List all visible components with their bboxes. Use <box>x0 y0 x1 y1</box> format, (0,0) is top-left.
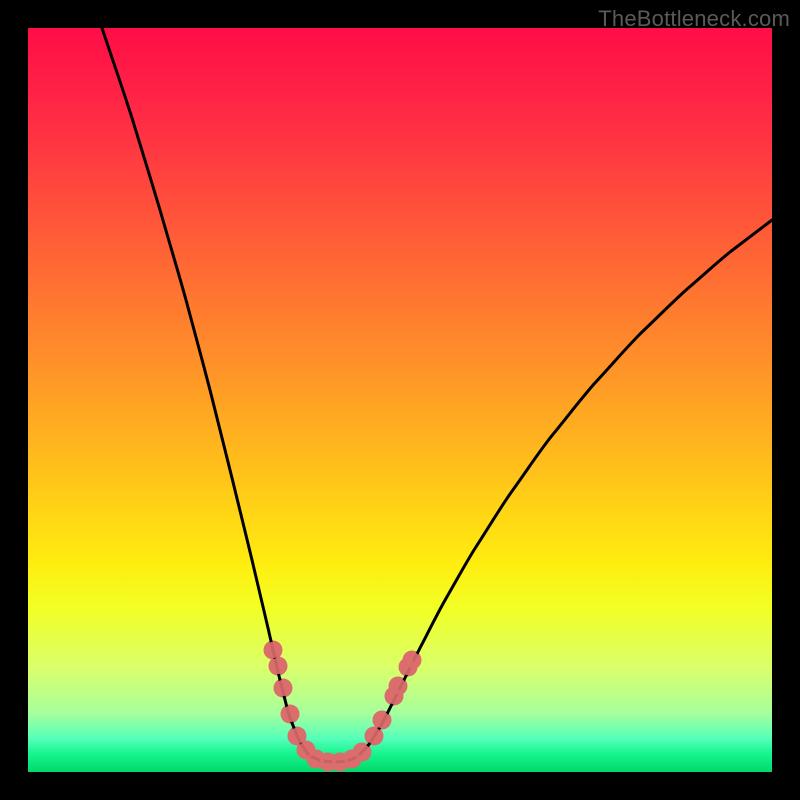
dot <box>289 728 305 744</box>
dot <box>265 642 281 658</box>
watermark-text: TheBottleneck.com <box>598 6 790 32</box>
dot <box>275 680 291 696</box>
dot <box>404 652 420 668</box>
chart-root: TheBottleneck.com <box>0 0 800 800</box>
chart-svg <box>0 0 800 800</box>
dot <box>374 712 390 728</box>
dot <box>366 728 382 744</box>
dot <box>282 706 298 722</box>
dot <box>390 678 406 694</box>
dot <box>270 658 286 674</box>
dot <box>354 744 370 760</box>
